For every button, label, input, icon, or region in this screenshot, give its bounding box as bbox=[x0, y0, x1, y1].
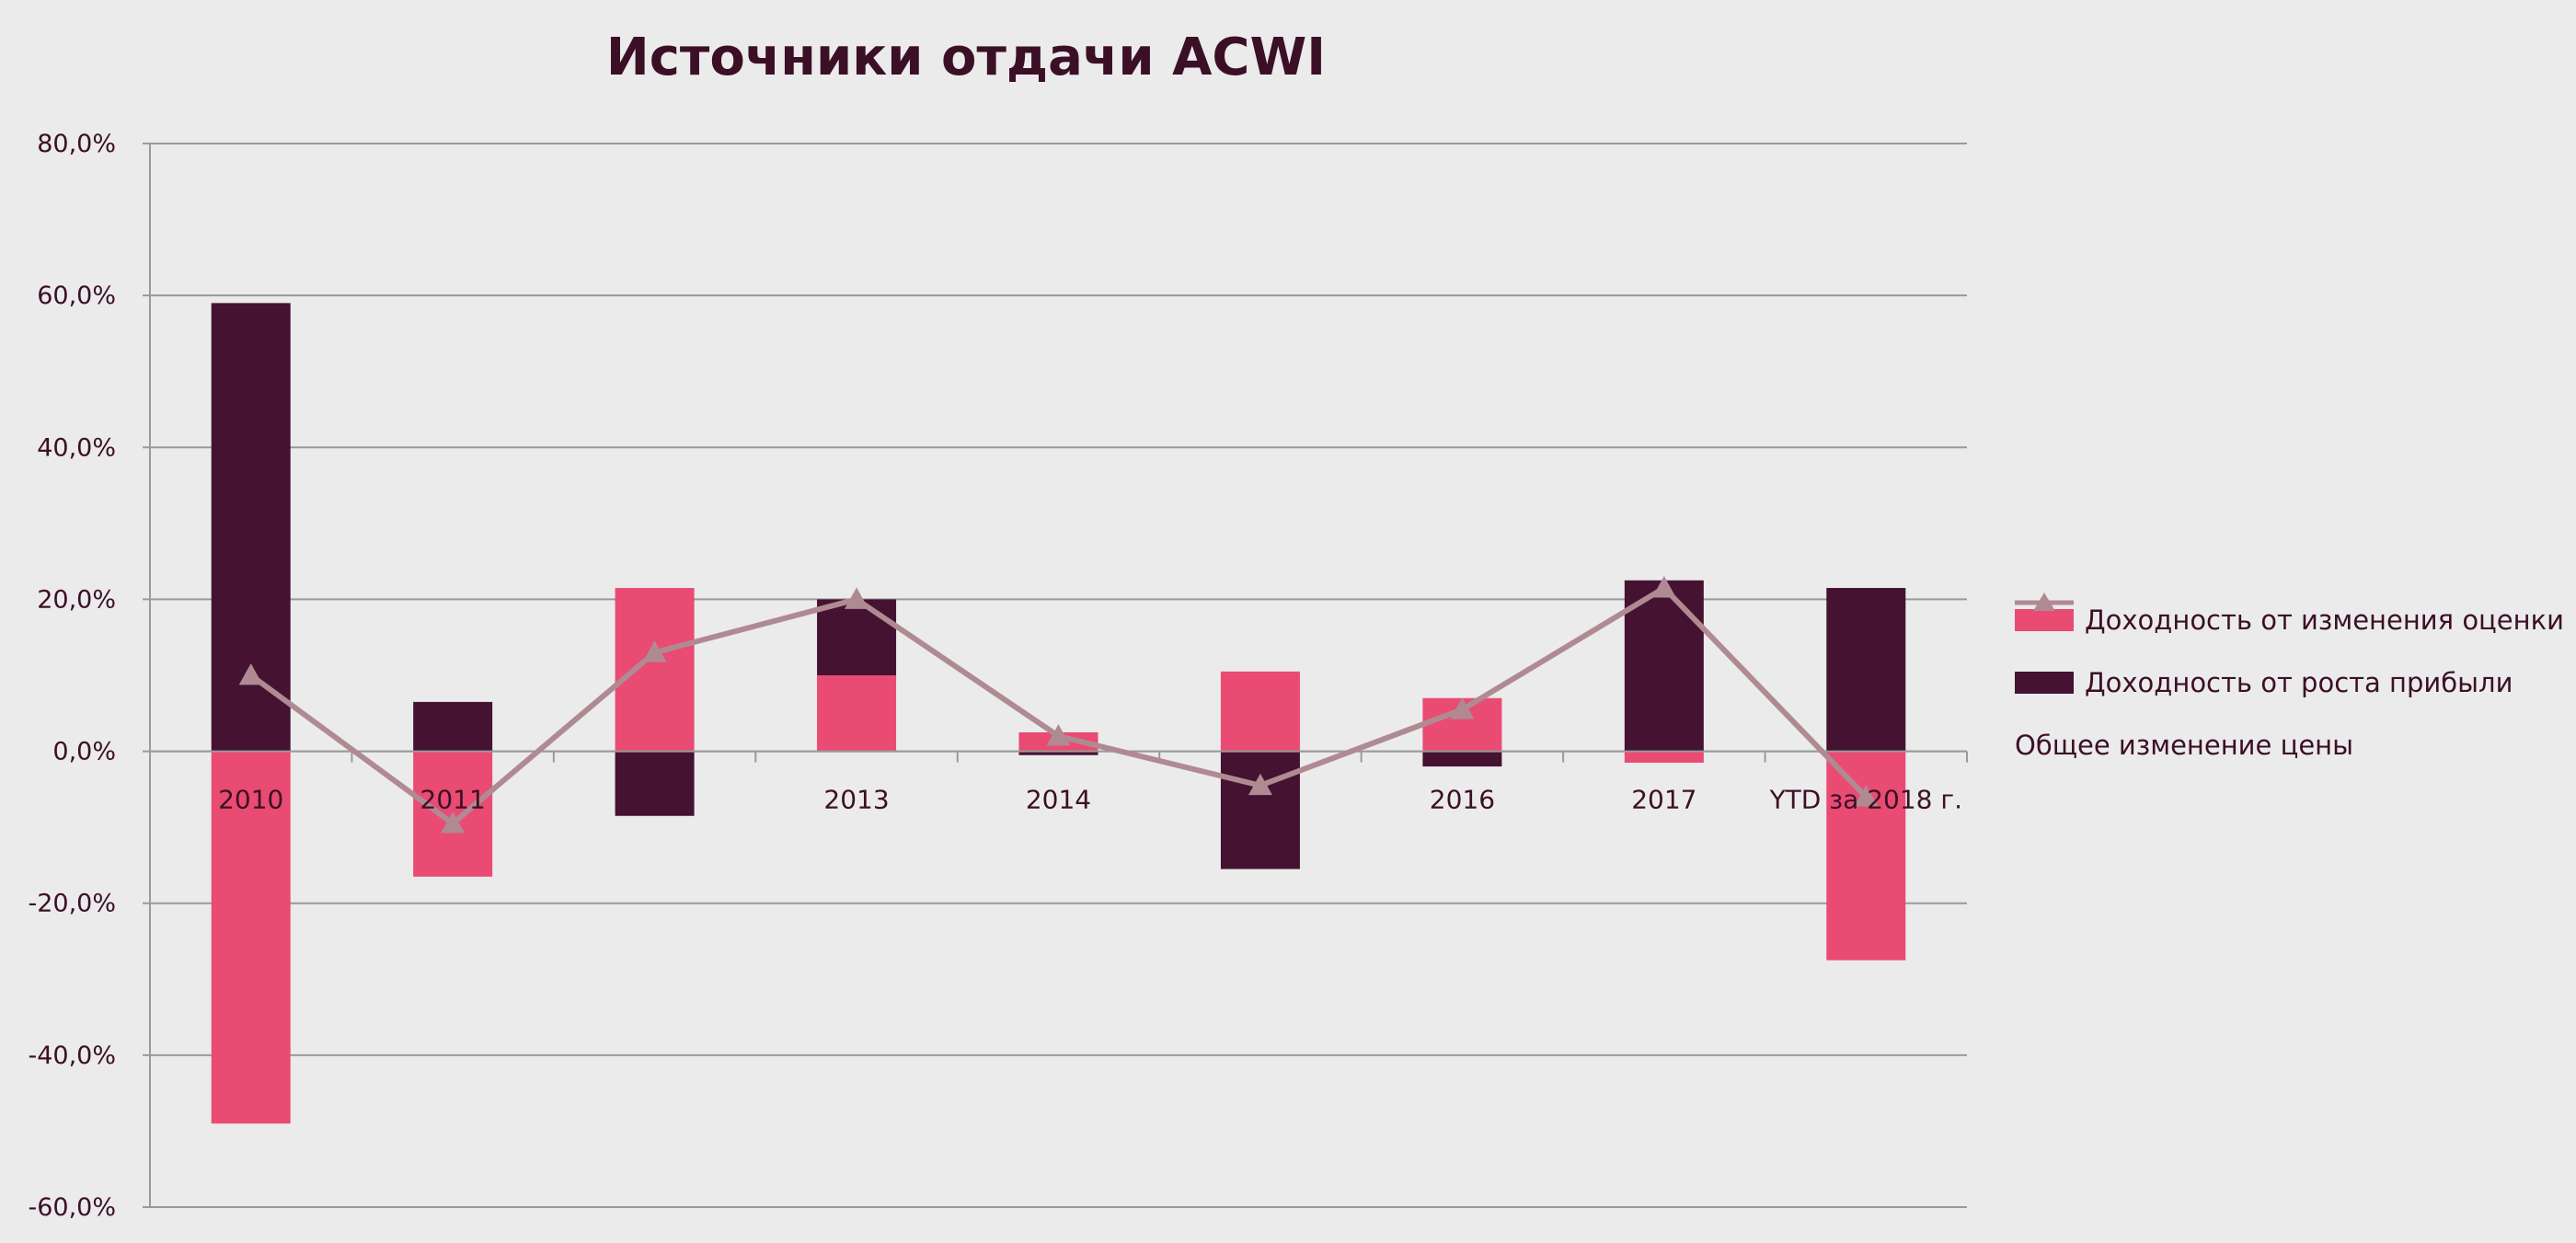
y-tick-label: 60,0% bbox=[37, 282, 116, 310]
y-tick-label: 80,0% bbox=[37, 130, 116, 158]
y-tick-label: -20,0% bbox=[28, 890, 116, 918]
price-marker bbox=[441, 811, 466, 834]
price-marker bbox=[642, 640, 667, 662]
legend: Доходность от изменения оценки Доходность… bbox=[2015, 589, 2564, 777]
y-tick-label: -60,0% bbox=[28, 1193, 116, 1222]
earnings-bar bbox=[1018, 751, 1098, 755]
price-marker bbox=[1046, 724, 1071, 746]
legend-label: Доходность от изменения оценки bbox=[2085, 604, 2564, 636]
earnings-bar bbox=[615, 751, 695, 816]
legend-swatch bbox=[2015, 672, 2074, 694]
legend-swatch bbox=[2015, 609, 2074, 631]
x-tick-label: 2016 bbox=[1430, 785, 1495, 815]
legend-label: Общее изменение цены bbox=[2015, 730, 2354, 761]
legend-item: Общее изменение цены bbox=[2015, 593, 2564, 777]
price-marker bbox=[1854, 785, 1879, 807]
price-marker bbox=[1450, 697, 1475, 719]
earnings-bar bbox=[1624, 580, 1704, 752]
earnings-bar bbox=[1220, 751, 1300, 869]
valuation-bar bbox=[1826, 751, 1906, 961]
legend-label: Доходность от роста прибыли bbox=[2085, 667, 2513, 698]
price-marker bbox=[1651, 576, 1676, 598]
price-marker bbox=[238, 663, 263, 685]
price-marker bbox=[845, 587, 869, 609]
earnings-bar bbox=[817, 599, 897, 675]
legend-item: Доходность от роста прибыли bbox=[2015, 651, 2564, 714]
valuation-bar bbox=[817, 675, 897, 752]
x-tick-label: YTD за 2018 г. bbox=[1769, 785, 1962, 815]
earnings-bar bbox=[1826, 588, 1906, 752]
legend-item: Доходность от изменения оценки bbox=[2015, 589, 2564, 651]
valuation-bar bbox=[211, 751, 291, 1124]
y-tick-label: 0,0% bbox=[52, 738, 116, 766]
valuation-bar bbox=[1220, 671, 1300, 752]
x-tick-label: 2014 bbox=[1026, 785, 1091, 815]
chart-title: Источники отдачи ACWI bbox=[605, 28, 1327, 87]
valuation-bar bbox=[615, 588, 695, 752]
x-tick-label: 2017 bbox=[1631, 785, 1696, 815]
earnings-bar bbox=[1422, 751, 1502, 767]
legend-swatch-line bbox=[2015, 593, 2074, 611]
earnings-bar bbox=[413, 701, 493, 752]
y-tick-label: 20,0% bbox=[37, 585, 116, 614]
x-tick-label: 2011 bbox=[420, 785, 486, 815]
y-tick-label: -40,0% bbox=[28, 1042, 116, 1070]
x-tick-label: 2010 bbox=[218, 785, 283, 815]
price-marker bbox=[1248, 773, 1272, 796]
valuation-bar bbox=[1624, 751, 1704, 763]
y-tick-label: 40,0% bbox=[37, 433, 116, 462]
x-tick-label: 2013 bbox=[823, 785, 889, 815]
